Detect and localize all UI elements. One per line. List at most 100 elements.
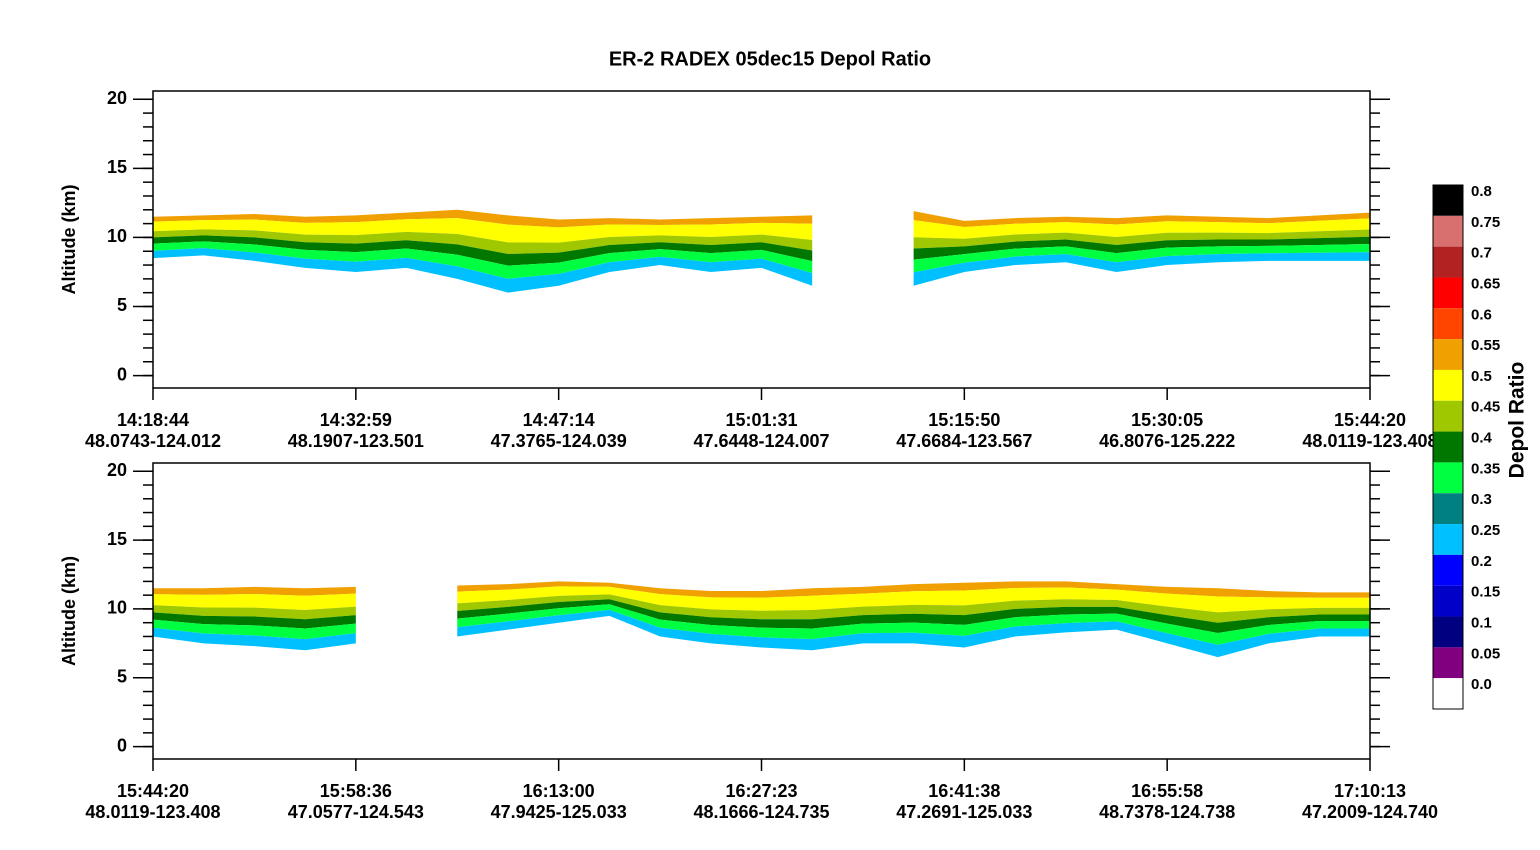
colorbar-swatch [1433,431,1463,463]
cloud-band [457,594,1370,623]
colorbar-label: 0.2 [1471,553,1492,570]
x-tick-position: 48.1666-124.735 [693,802,829,822]
cloud-band [913,252,1370,286]
y-axis-label: Altitude (km) [59,556,79,666]
cloud-band [153,248,813,293]
colorbar-frame [1432,184,1464,710]
colorbar-swatch [1433,493,1463,525]
cloud-band [153,229,813,255]
cloud-band [153,619,356,640]
colorbar-label: 0.0 [1471,676,1492,693]
x-tick-label: 16:41:38 [928,781,1000,801]
cloud-band [153,241,813,279]
colorbar-swatch [1433,308,1463,340]
cloud-band [457,604,1370,645]
colorbar-swatch [1433,678,1463,709]
cloud-band [153,209,813,228]
y-tick-label: 15 [107,529,127,549]
cloud-band [913,211,1370,227]
colorbar-title: Depol Ratio [1506,362,1529,479]
colorbar-swatch [1433,400,1463,432]
colorbar-label: 0.45 [1471,399,1500,416]
colorbar-label: 0.4 [1471,430,1493,447]
colorbar-label: 0.75 [1471,214,1500,231]
chart-title: ER-2 RADEX 05dec15 Depol Ratio [609,48,931,70]
cloud-band [913,236,1370,260]
y-tick-label: 10 [107,226,127,246]
colorbar-label: 0.25 [1471,522,1500,539]
x-tick-position: 47.9425-125.033 [491,802,627,822]
cloud-band [153,612,356,629]
colorbar-swatch [1433,215,1463,247]
colorbar-swatch [1433,585,1463,617]
colorbar-label: 0.65 [1471,275,1500,292]
x-tick-position: 47.2691-125.033 [896,802,1032,822]
x-tick-label: 14:18:44 [117,410,189,430]
cloud-band [153,593,356,610]
colorbar-label: 0.8 [1471,183,1492,200]
colorbar-swatch [1433,277,1463,309]
colorbar-swatch [1433,524,1463,555]
colorbar-swatch [1433,246,1463,278]
cloud-band [457,599,1370,634]
x-tick-label: 14:47:14 [523,410,595,430]
colorbar-swatch [1433,616,1463,648]
x-tick-position: 48.1907-123.501 [288,431,424,451]
cloud-band [153,627,356,651]
cloud-band [153,586,356,596]
colorbar-label: 0.1 [1471,614,1492,631]
colorbar-swatch [1433,369,1463,401]
x-tick-position: 47.2009-124.740 [1302,802,1438,822]
y-tick-label: 5 [117,295,127,315]
cloud-band [153,235,813,266]
y-tick-label: 15 [107,157,127,177]
cloud-band [913,243,1370,273]
x-tick-position: 48.0743-124.012 [85,431,221,451]
colorbar-label: 0.5 [1471,368,1492,385]
x-tick-label: 16:13:00 [523,781,595,801]
cloud-band [913,229,1370,249]
colorbar-label: 0.7 [1471,245,1492,262]
x-tick-position: 47.6448-124.007 [693,431,829,451]
colorbar-label: 0.05 [1471,645,1500,662]
x-tick-position: 48.0119-123.408 [85,802,220,822]
cloud-band [153,605,356,620]
x-tick-position: 47.6684-123.567 [896,431,1032,451]
x-tick-position: 48.7378-124.738 [1099,802,1235,822]
x-tick-label: 15:44:20 [1334,410,1406,430]
x-tick-position: 47.3765-124.039 [491,431,627,451]
x-tick-position: 48.0119-123.408 [1302,431,1437,451]
y-axis-label: Altitude (km) [59,184,79,294]
colorbar-label: 0.55 [1471,337,1500,354]
colorbar-swatch [1433,554,1463,586]
colorbar-label: 0.35 [1471,460,1500,477]
cloud-band [457,586,1370,613]
colorbar-swatch [1433,462,1463,494]
x-tick-label: 17:10:13 [1334,781,1406,801]
x-tick-label: 15:44:20 [117,781,189,801]
x-tick-label: 14:32:59 [320,410,392,430]
x-tick-label: 15:30:05 [1131,410,1203,430]
x-tick-label: 15:58:36 [320,781,392,801]
y-tick-label: 0 [117,735,127,755]
colorbar-label: 0.15 [1471,584,1500,601]
y-tick-label: 0 [117,364,127,384]
x-tick-label: 16:27:23 [725,781,797,801]
x-tick-label: 15:01:31 [725,410,797,430]
colorbar-swatch [1433,339,1463,370]
cloud-band [153,218,813,243]
cloud-band [913,218,1370,239]
colorbar-label: 0.6 [1471,306,1492,323]
x-tick-label: 16:55:58 [1131,781,1203,801]
cloud-band [457,581,1370,598]
x-tick-position: 47.0577-124.543 [288,802,424,822]
y-tick-label: 10 [107,598,127,618]
colorbar-swatch [1433,185,1463,216]
cloud-band [457,609,1370,658]
y-tick-label: 5 [117,667,127,687]
x-tick-position: 46.8076-125.222 [1099,431,1235,451]
y-tick-label: 20 [107,88,127,108]
x-tick-label: 15:15:50 [928,410,1000,430]
colorbar-swatch [1433,647,1463,679]
